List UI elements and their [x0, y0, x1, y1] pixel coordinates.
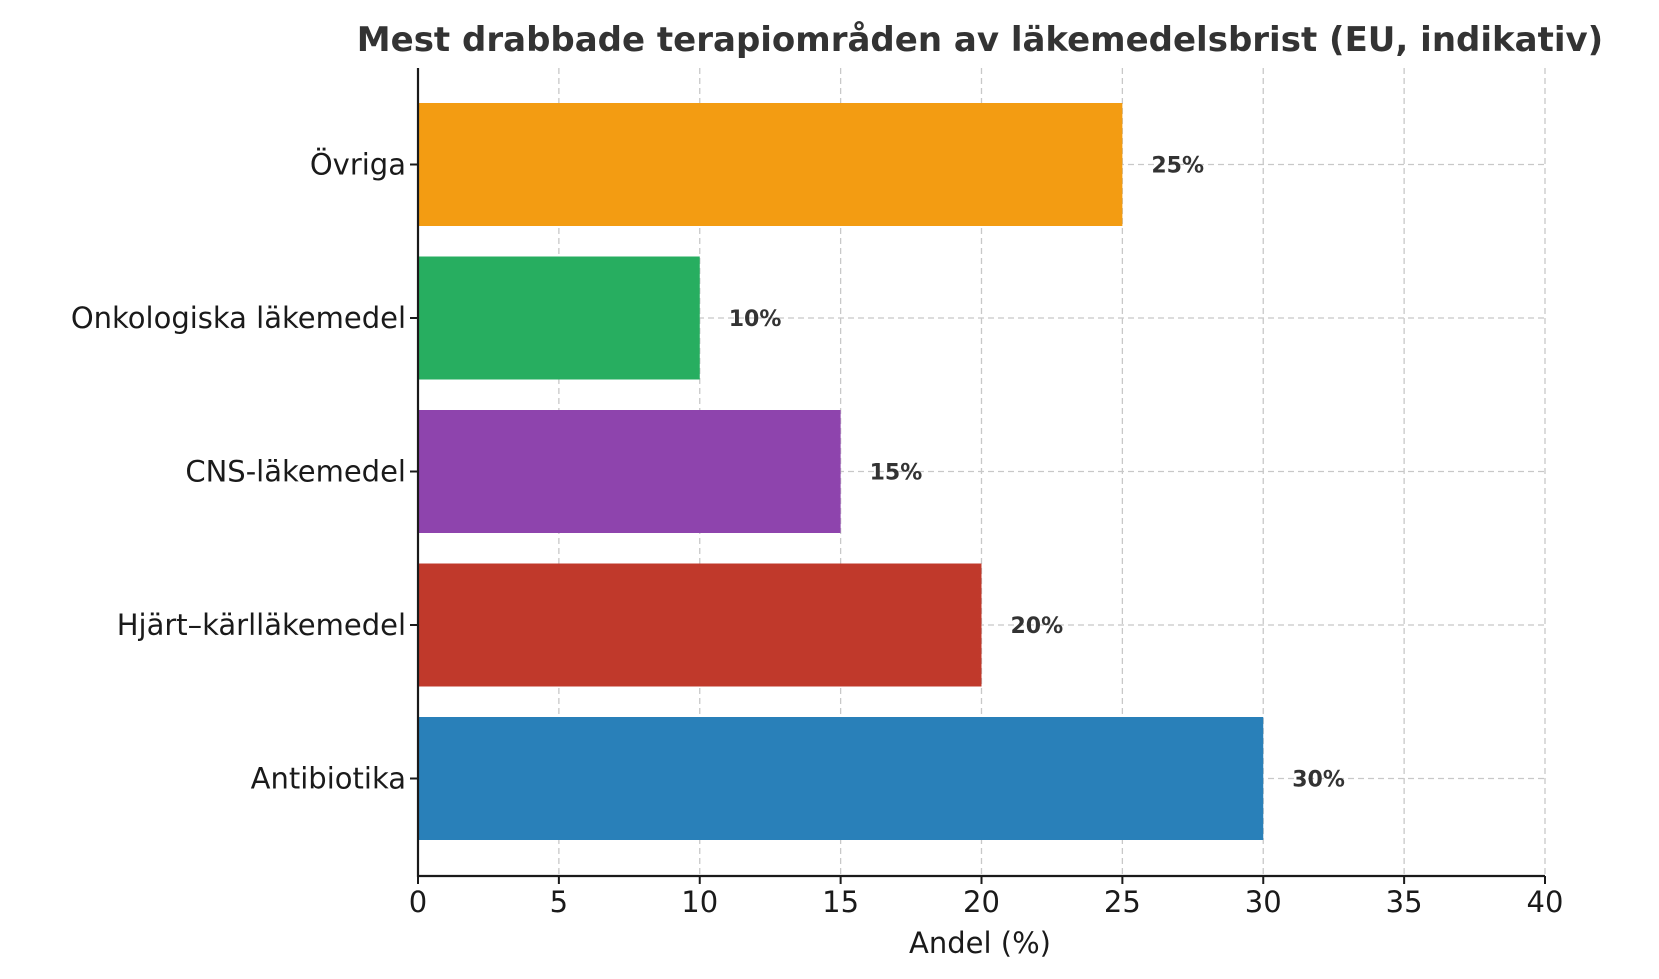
data-label: 20% [1011, 614, 1064, 639]
x-tick-label: 25 [1104, 885, 1141, 919]
bars-layer [418, 103, 1264, 840]
bar-2 [418, 563, 982, 687]
data-label: 30% [1292, 768, 1345, 793]
x-tick-label: 15 [822, 885, 859, 919]
x-tick-label: 40 [1527, 885, 1564, 919]
data-label: 15% [870, 461, 923, 486]
x-tick-label: 5 [550, 885, 568, 919]
x-tick-label: 30 [1245, 885, 1282, 919]
x-tick-label: 10 [681, 885, 718, 919]
axes-layer [410, 68, 1546, 884]
data-label: 25% [1151, 154, 1204, 179]
data-label: 10% [729, 307, 782, 332]
x-tick-label: 35 [1386, 885, 1423, 919]
chart-title: Mest drabbade terapiområden av läkemedel… [357, 20, 1603, 60]
y-tick-label: Övriga [310, 148, 406, 182]
x-axis-label: Andel (%) [909, 926, 1051, 960]
bar-3 [418, 410, 841, 533]
labels-layer: 0 5 10 15 20 25 30 35 40 Antibiotika Hjärt–kärlläk… [71, 148, 1564, 920]
y-tick-label: Hjärt–kärlläkemedel [117, 608, 406, 642]
x-tick-label: 20 [963, 885, 1000, 919]
y-tick-label: Onkologiska läkemedel [71, 301, 406, 335]
bar-1 [418, 717, 1264, 840]
y-tick-label: CNS-läkemedel [185, 455, 406, 489]
y-tick-label: Antibiotika [251, 762, 406, 796]
x-tick-label: 0 [409, 885, 427, 919]
bar-4 [418, 256, 700, 380]
bar-5 [418, 103, 1123, 226]
